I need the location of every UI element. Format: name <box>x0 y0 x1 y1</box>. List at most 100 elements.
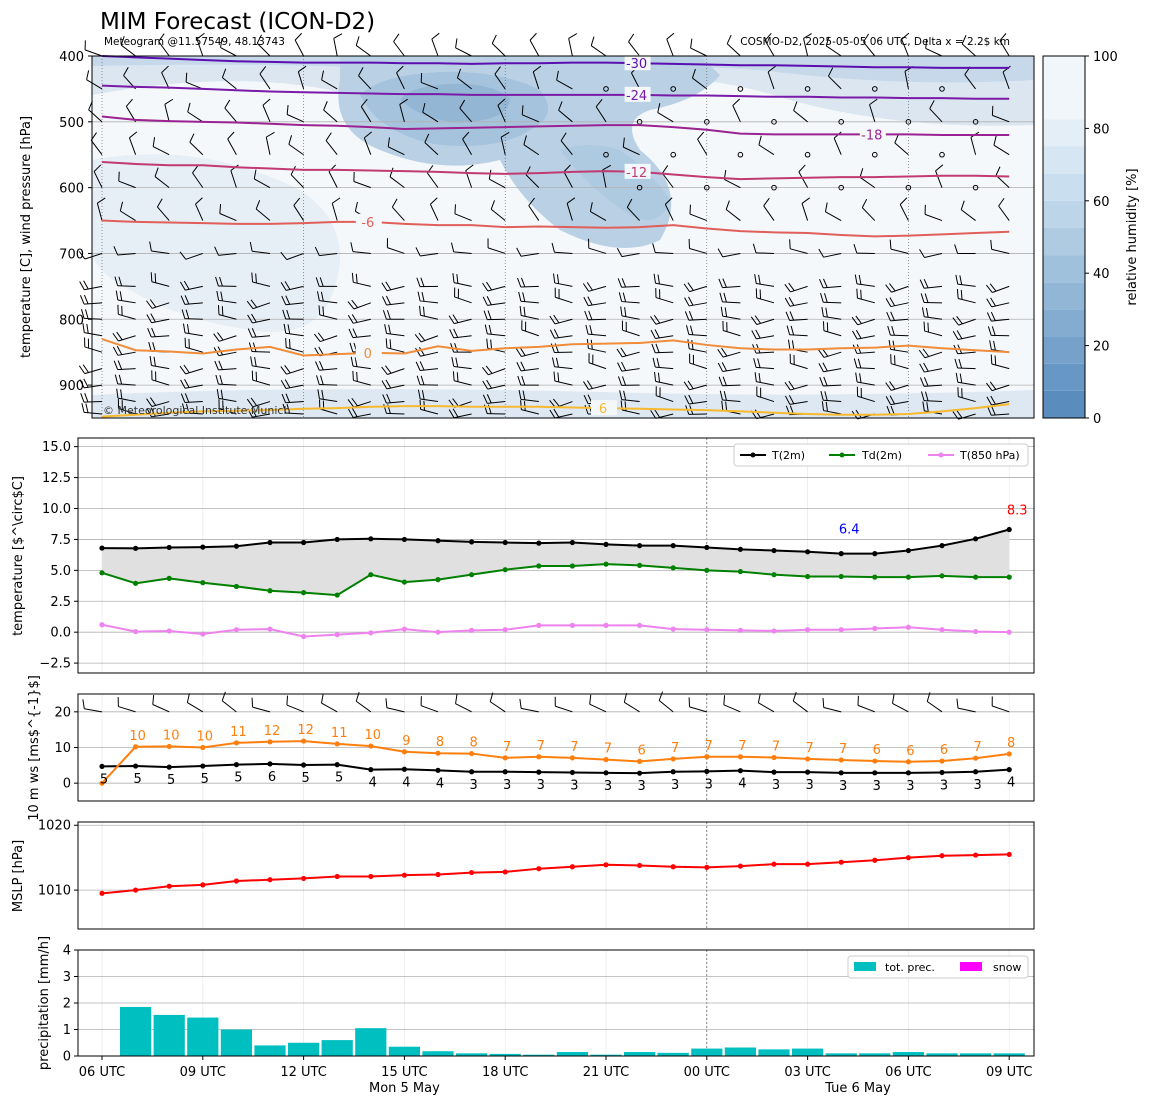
wind-barb <box>280 365 304 375</box>
mslp-point <box>637 862 643 869</box>
surface-wind-barb-flag <box>420 696 422 706</box>
wind-barb-flag <box>388 324 391 335</box>
wind-barb-flag <box>721 400 724 411</box>
wind-barb-shaft <box>388 146 405 156</box>
wind-barb <box>216 388 237 403</box>
wind-barb-shaft <box>925 47 943 57</box>
wind-speed-label: 4 <box>436 776 444 791</box>
wind-barb-flag <box>431 32 440 40</box>
wind-barb <box>516 361 539 372</box>
wind-barb-shaft <box>487 333 506 337</box>
colorbar-band <box>1043 255 1085 283</box>
wind-speed-point <box>872 770 878 776</box>
wind-barb <box>717 362 741 372</box>
wind-barb <box>617 361 640 372</box>
wind-barb-shaft <box>353 181 371 189</box>
wind-speed-point <box>502 769 508 775</box>
wind-barb <box>789 239 808 254</box>
wind-barb <box>584 310 607 321</box>
wind-barb-flag <box>925 391 929 401</box>
wind-barb <box>853 358 875 370</box>
wind-barb <box>317 389 338 403</box>
wind-barb-flag <box>419 305 421 316</box>
wind-barb-shaft <box>823 410 842 415</box>
wind-barb-flag <box>217 305 220 315</box>
wind-barb-flag <box>246 300 254 309</box>
t2m-point <box>401 536 407 543</box>
wind-barb-shaft <box>520 398 539 403</box>
surface-wind-barb-shaft <box>792 700 808 713</box>
wind-barb-shaft <box>655 318 674 325</box>
wind-barb-shaft <box>588 302 607 307</box>
wind-barb-shaft <box>184 384 203 389</box>
wind-barb-flag <box>325 132 332 141</box>
wind-barb <box>801 197 810 221</box>
wind-barb-shaft <box>991 413 1010 416</box>
wind-barb-flag <box>125 98 133 107</box>
td2m-point <box>502 567 508 573</box>
wind-speed-label: 3 <box>537 778 545 793</box>
wind-barb <box>250 356 271 370</box>
wind-barb-flag <box>924 204 926 215</box>
t2m-point <box>737 546 744 552</box>
wind-barb-flag <box>420 277 425 287</box>
wind-barb <box>987 326 1010 337</box>
wind-barb <box>789 353 808 370</box>
wind-barb-flag <box>179 251 187 260</box>
wind-barb-shaft <box>252 365 271 370</box>
wind-barb-flag <box>519 347 526 356</box>
t2m-point <box>536 540 542 546</box>
wind-gust-point <box>569 755 576 761</box>
isotherm-label-bg <box>859 126 886 142</box>
wind-barb-flag <box>457 288 459 299</box>
wind-barb-flag <box>654 329 660 339</box>
surface-wind-barb <box>688 697 707 713</box>
wind-gust-point <box>637 758 643 765</box>
wind-barb-shaft <box>590 211 607 221</box>
wind-barb-shaft <box>697 139 708 155</box>
wind-speed-point <box>805 769 811 775</box>
wind-barb-shaft <box>869 104 876 122</box>
wind-barb-shaft <box>185 81 203 90</box>
wind-barb-shaft <box>655 380 674 386</box>
wind-barb-flag <box>348 328 354 338</box>
wind-barb-flag <box>622 292 627 302</box>
t2m-point <box>805 549 811 555</box>
wind-barb-shaft <box>991 248 1010 254</box>
wind-barb-flag <box>348 408 354 418</box>
wind-barb-shaft <box>487 384 506 390</box>
wind-gust-label: 11 <box>230 725 247 740</box>
t2m-point <box>435 538 441 544</box>
wind-speed-label: 3 <box>570 778 578 793</box>
surface-wind-barb-flag <box>857 695 859 706</box>
wind-barb-flag <box>901 32 910 40</box>
wind-barb-flag <box>788 296 795 306</box>
wind-barb <box>617 376 640 386</box>
wind-barb <box>316 375 338 386</box>
precipitation-bar <box>355 1028 387 1056</box>
wind-barb-flag <box>688 238 690 249</box>
wind-barb-shaft <box>661 172 674 188</box>
wind-barb-flag <box>684 297 690 307</box>
wind-barb-flag <box>500 131 510 138</box>
wind-barb <box>396 65 405 90</box>
wind-barb-shaft <box>801 203 809 221</box>
wind-barb-shaft <box>285 384 304 390</box>
wind-barb-shaft <box>152 146 170 156</box>
wind-barb-shaft <box>621 368 640 372</box>
wind-barb-flag <box>623 390 627 401</box>
wind-barb-flag <box>586 282 593 291</box>
wind-barb-flag <box>689 325 694 335</box>
wind-barb-flag <box>754 409 761 418</box>
wind-barb <box>249 241 271 254</box>
wind-barb-flag <box>385 379 392 389</box>
wind-barb-flag <box>180 393 186 403</box>
wind-barb-shaft <box>151 302 170 309</box>
wind-speed-point <box>637 770 643 776</box>
surface-wind-barb-flag <box>82 699 85 709</box>
wind-barb <box>147 327 170 338</box>
wind-barb <box>422 102 439 123</box>
wind-barb-shaft <box>453 335 472 339</box>
wind-barb-shaft <box>588 384 607 390</box>
wind-barb-flag <box>385 338 388 348</box>
